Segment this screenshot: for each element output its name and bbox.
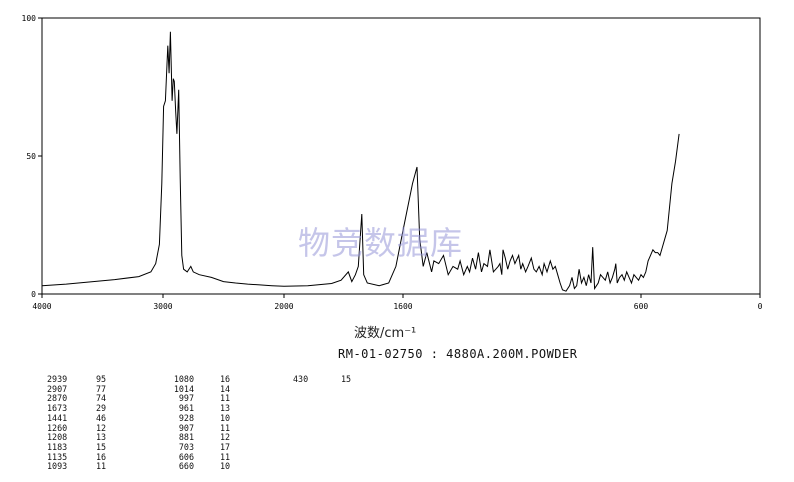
peak-table-col3-intensity: 15	[341, 374, 352, 385]
peak-intensity: 29	[96, 403, 107, 414]
x-tick-label: 1600	[393, 302, 412, 311]
peak-wavenumber: 1080	[173, 374, 194, 384]
peak-wavenumber: 2939	[47, 374, 68, 384]
peak-wavenumber: 1260	[47, 422, 68, 433]
x-tick-label: 4000	[32, 302, 51, 311]
peak-intensity: 16	[220, 374, 231, 384]
peak-table-col1-wavenumber: 2939 2907 2870 1673 1441 1260 1208 1183 1135 1093	[47, 374, 68, 472]
peak-intensity: 12	[96, 422, 107, 433]
peak-intensity: 46	[96, 412, 107, 423]
y-tick-label: 100	[22, 14, 37, 23]
peak-table-col2-intensity: 16 14 11 13 10 11 12 17 11 10	[220, 374, 231, 472]
peak-table-col2-wavenumber: 1080 1014 997 961 928 907 881 703 606 660	[164, 374, 194, 472]
peak-table-col3-wavenumber: 430	[293, 374, 309, 385]
chart-subtitle: RM-01-02750 : 4880A.200M.POWDER	[338, 347, 578, 361]
peak-wavenumber: 606	[178, 451, 194, 462]
peak-intensity: 15	[96, 441, 107, 452]
peak-wavenumber: 660	[178, 461, 194, 472]
peak-intensity: 13	[220, 403, 231, 414]
x-tick-label: 2000	[274, 302, 293, 311]
peak-wavenumber: 961	[178, 403, 194, 414]
peak-wavenumber: 997	[178, 393, 194, 404]
peak-wavenumber: 1441	[47, 412, 68, 423]
x-axis-ticks: 4000 3000 2000 1600 600 0	[32, 294, 763, 311]
peak-wavenumber: 2870	[47, 393, 68, 404]
peak-intensity: 95	[96, 374, 107, 384]
peak-wavenumber: 1183	[47, 441, 68, 452]
peak-wavenumber: 881	[178, 432, 194, 443]
peak-wavenumber: 1208	[47, 432, 68, 443]
x-tick-label: 0	[758, 302, 763, 311]
y-tick-label: 0	[31, 290, 36, 299]
peak-wavenumber: 907	[178, 422, 194, 433]
peak-intensity: 17	[220, 441, 231, 452]
peak-wavenumber: 1673	[47, 403, 68, 414]
peak-wavenumber: 1135	[47, 451, 68, 462]
peak-intensity: 11	[96, 461, 107, 472]
peak-intensity: 13	[96, 432, 107, 443]
peak-wavenumber: 430	[293, 374, 309, 384]
x-axis-label: 波数/cm⁻¹	[354, 326, 417, 341]
y-axis-ticks: 0 50 100	[22, 14, 42, 299]
watermark-text: 物竞数据库	[298, 224, 464, 262]
peak-intensity: 12	[220, 432, 231, 443]
peak-intensity: 10	[220, 412, 231, 423]
peak-wavenumber: 1014	[173, 383, 194, 394]
spectrum-line	[41, 31, 680, 292]
x-tick-label: 3000	[153, 302, 172, 311]
peak-wavenumber: 928	[178, 412, 194, 423]
peak-intensity: 74	[96, 393, 107, 404]
peak-intensity: 11	[220, 422, 231, 433]
peak-intensity: 15	[341, 374, 352, 384]
peak-wavenumber: 2907	[47, 383, 68, 394]
x-tick-label: 600	[634, 302, 649, 311]
peak-wavenumber: 703	[178, 441, 194, 452]
peak-intensity: 11	[220, 393, 231, 404]
peak-intensity: 16	[96, 451, 107, 462]
peak-intensity: 10	[220, 461, 231, 472]
peak-table-col1-intensity: 95 77 74 29 46 12 13 15 16 11	[96, 374, 107, 472]
y-tick-label: 50	[26, 152, 36, 161]
peak-intensity: 11	[220, 451, 231, 462]
peak-intensity: 14	[220, 383, 231, 394]
peak-intensity: 77	[96, 383, 107, 394]
peak-wavenumber: 1093	[47, 461, 68, 472]
